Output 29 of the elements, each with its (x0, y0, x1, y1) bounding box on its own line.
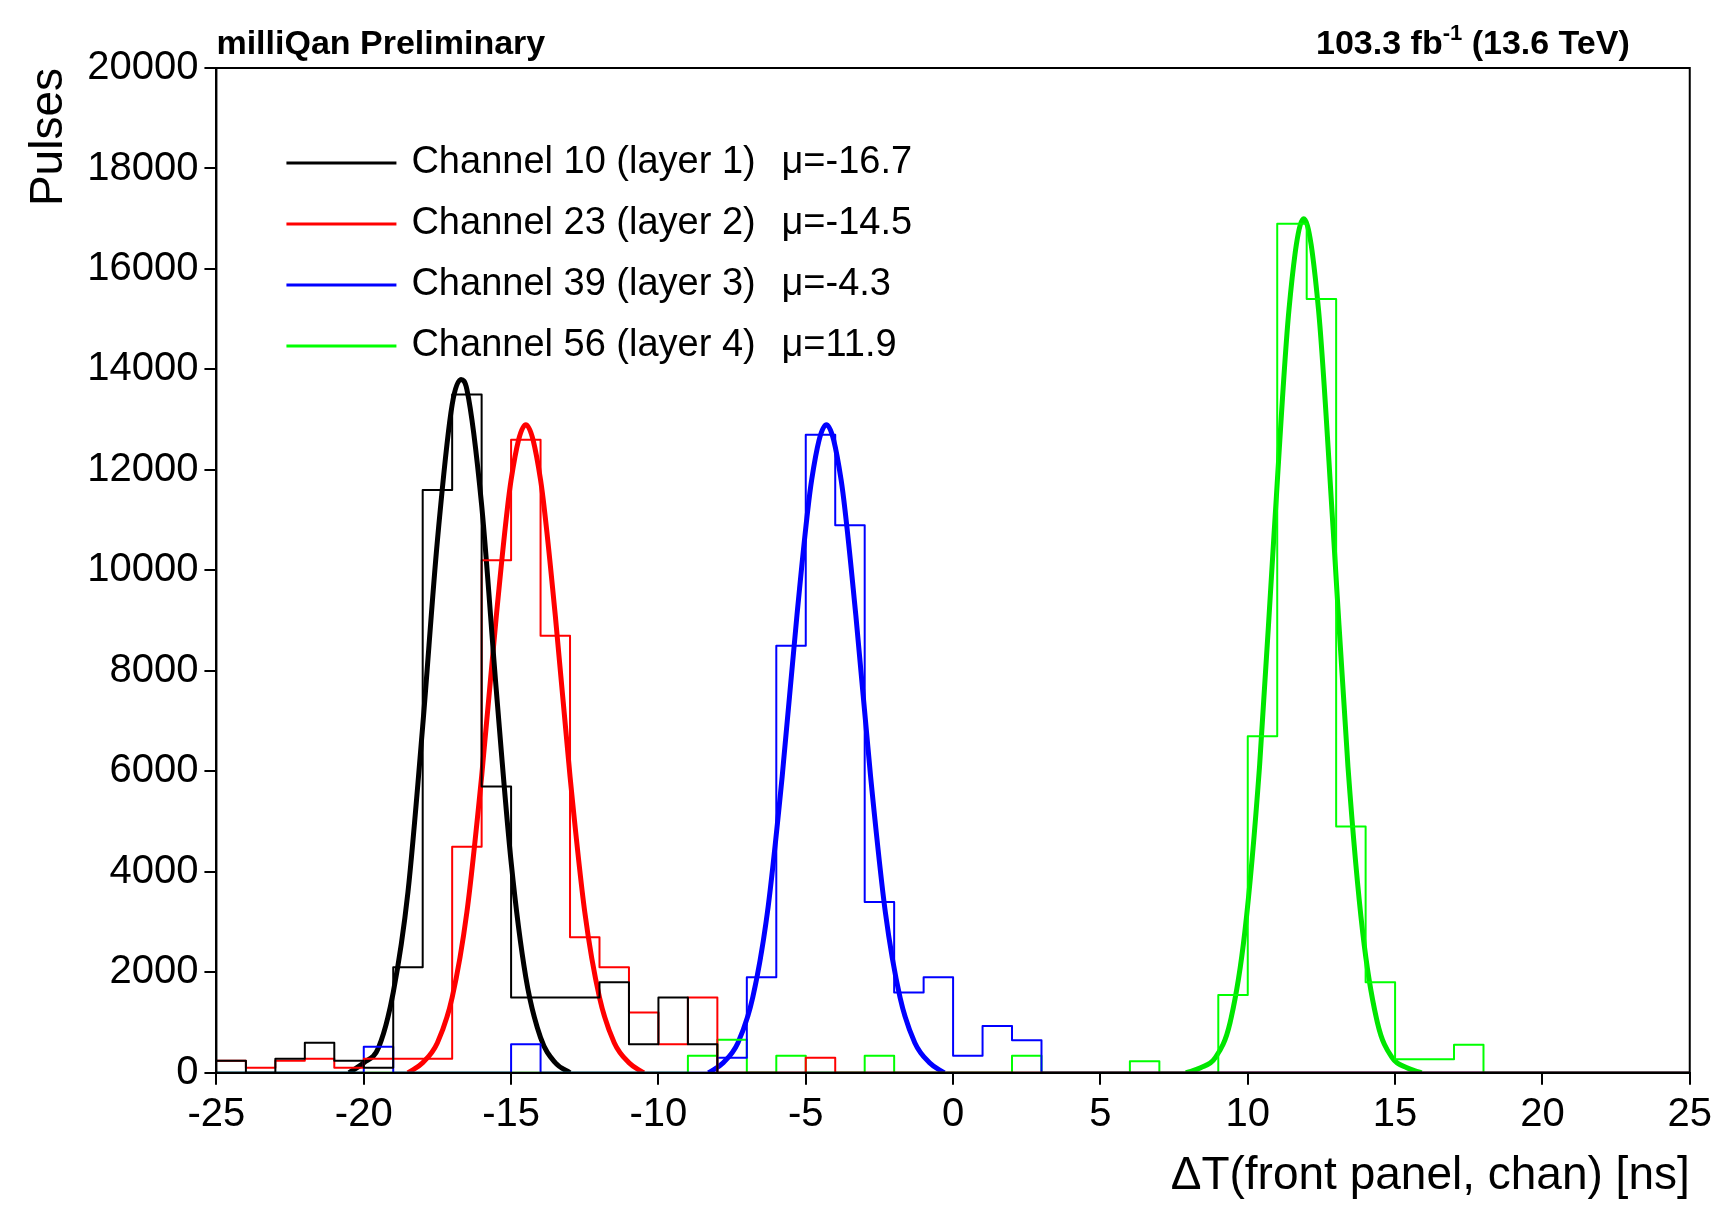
legend-label: Channel 10 (layer 1) μ=-16.7 (411, 139, 913, 182)
x-tick-label: -10 (629, 1089, 688, 1134)
x-axis-title: ΔT(front panel, chan) [ns] (1170, 1147, 1690, 1200)
x-tick-label: -20 (334, 1089, 393, 1134)
x-tick-label: -15 (482, 1089, 540, 1134)
y-tick-label: 4000 (109, 846, 199, 891)
y-tick-label: 6000 (109, 746, 199, 791)
y-tick-label: 8000 (109, 645, 199, 690)
x-tick-label: -5 (787, 1089, 824, 1134)
y-axis-title: Pulses (20, 68, 73, 207)
x-tick-label: 10 (1225, 1089, 1271, 1134)
x-tick-label: 5 (1089, 1089, 1112, 1134)
y-tick-label: 12000 (87, 444, 199, 489)
x-tick-label: 20 (1520, 1089, 1565, 1134)
y-tick-label: 10000 (87, 545, 199, 590)
x-tick-label: 25 (1667, 1089, 1712, 1134)
y-tick-label: 14000 (87, 344, 199, 389)
legend-label: Channel 39 (layer 3) μ=-4.3 (411, 261, 892, 304)
x-tick-label: 15 (1372, 1089, 1418, 1134)
y-tick-label: 18000 (87, 143, 199, 188)
x-tick-label: -25 (187, 1089, 246, 1134)
x-tick-label: 0 (941, 1089, 965, 1134)
y-tick-label: 16000 (87, 243, 199, 288)
y-tick-label: 20000 (87, 43, 199, 88)
legend-label: Channel 56 (layer 4) μ=11.9 (411, 322, 897, 365)
chart-title: milliQan Preliminary (216, 23, 546, 61)
y-tick-label: 2000 (109, 947, 199, 992)
legend-label: Channel 23 (layer 2) μ=-14.5 (411, 200, 913, 243)
y-tick-label: 0 (176, 1047, 199, 1092)
